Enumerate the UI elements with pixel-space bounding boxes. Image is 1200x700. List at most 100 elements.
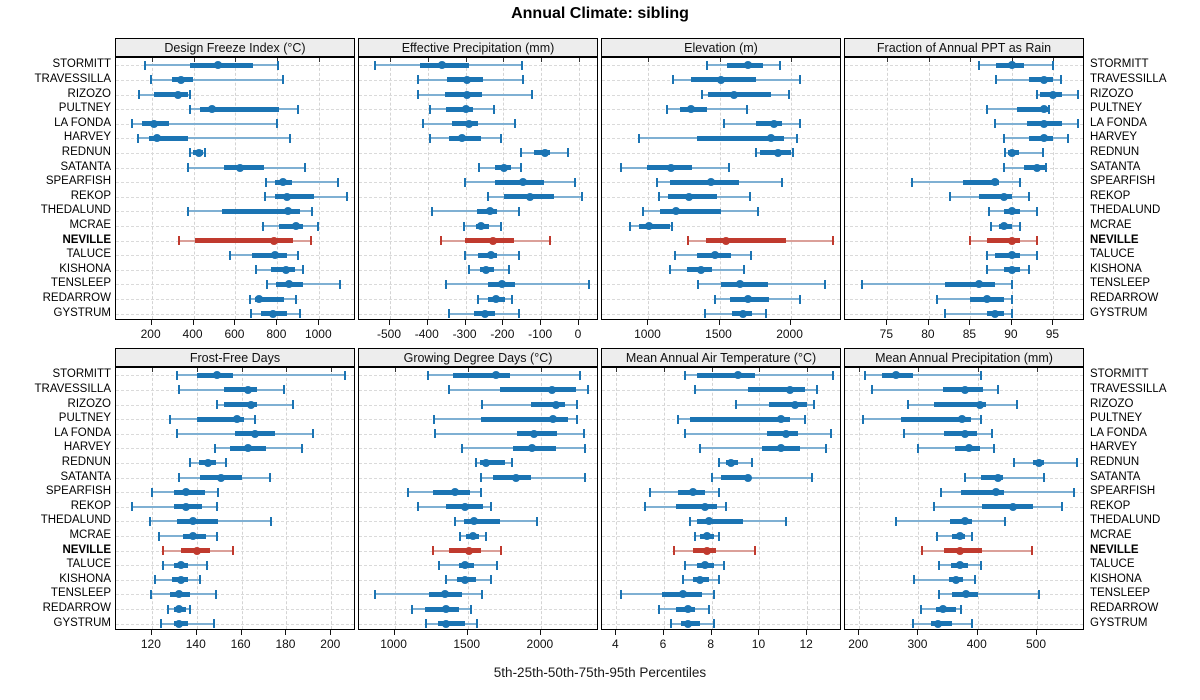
whisker-cap-95th: [1010, 279, 1013, 289]
whisker-cap-95th: [1076, 90, 1079, 100]
axis-tick-top: [331, 368, 333, 372]
whisker-cap-5th: [162, 546, 165, 556]
median-dot: [519, 178, 528, 187]
interquartile-bar: [279, 223, 304, 229]
median-dot: [679, 590, 688, 599]
whisker-cap-5th: [1012, 458, 1015, 468]
median-dot: [722, 236, 731, 245]
axis-tick-label: 2000: [526, 637, 554, 651]
whisker-cap-95th: [549, 236, 552, 246]
v-gridline: [193, 58, 195, 319]
whisker-cap-5th: [417, 502, 420, 512]
whisker-cap-95th: [1010, 294, 1013, 304]
whisker-cap-5th: [215, 400, 218, 410]
whisker-cap-95th: [1076, 119, 1079, 129]
v-gridline: [540, 368, 542, 629]
whisker-cap-95th: [490, 502, 493, 512]
v-gridline: [394, 368, 396, 629]
whisker-cap-95th: [979, 414, 982, 424]
whisker-cap-5th: [920, 604, 923, 614]
median-dot: [991, 488, 1000, 497]
interquartile-bar: [675, 504, 717, 510]
interquartile-bar: [223, 387, 258, 393]
station-label-left: REDNUN: [61, 145, 111, 158]
whisker-cap-95th: [588, 279, 591, 289]
median-dot: [461, 502, 470, 511]
median-dot: [525, 192, 534, 201]
median-dot: [511, 473, 520, 482]
panel-strip: Frost-Free Days: [115, 348, 355, 367]
station-label-left: SPEARFISH: [45, 175, 111, 188]
axis-tick-bottom: [789, 320, 791, 325]
axis-tick-bottom: [234, 320, 236, 325]
axis-tick-label: 2000: [776, 327, 803, 341]
median-dot: [213, 61, 222, 70]
whisker-cap-95th: [339, 279, 342, 289]
whisker-cap-95th: [281, 75, 284, 85]
whisker-cap-95th: [189, 90, 192, 100]
station-label-right: GYSTRUM: [1090, 616, 1148, 629]
h-gridline: [116, 506, 354, 508]
whisker-cap-95th: [1030, 546, 1033, 556]
v-gridline: [918, 368, 920, 629]
whisker-cap-5th: [431, 546, 434, 556]
station-label-right: KISHONA: [1090, 572, 1142, 585]
whisker-cap-95th: [578, 370, 581, 380]
whisker-cap-95th: [511, 294, 514, 304]
whisker-cap-5th: [261, 221, 264, 231]
v-gridline: [1037, 368, 1038, 629]
panel-5: [115, 367, 355, 630]
axis-tick-label: 1500: [705, 327, 732, 341]
whisker-5-95: [938, 593, 1040, 596]
whisker-cap-95th: [788, 90, 791, 100]
h-gridline: [116, 196, 354, 198]
whisker-cap-5th: [175, 429, 178, 439]
median-dot: [961, 517, 970, 526]
median-dot: [974, 280, 983, 289]
station-label-left: REKOP: [70, 189, 111, 202]
station-label-right: HARVEY: [1090, 131, 1138, 144]
axis-tick-top: [918, 368, 920, 372]
whisker-cap-95th: [296, 104, 299, 114]
whisker-cap-5th: [921, 546, 924, 556]
median-dot: [791, 400, 800, 409]
v-gridline: [1053, 58, 1055, 319]
whisker-cap-5th: [986, 250, 988, 260]
station-label-right: MCRAE: [1090, 529, 1132, 542]
axis-tick-bottom: [330, 630, 332, 635]
median-dot: [696, 265, 705, 274]
axis-tick-top: [241, 368, 243, 372]
whisker-cap-5th: [407, 487, 410, 497]
h-gridline: [602, 152, 840, 154]
whisker-cap-5th: [913, 575, 916, 585]
whisker-cap-95th: [309, 236, 312, 246]
median-dot: [962, 590, 971, 599]
station-label-left: NEVILLE: [62, 543, 111, 556]
whisker-cap-5th: [977, 60, 980, 70]
median-dot: [999, 222, 1008, 231]
median-dot: [702, 546, 711, 555]
station-label-right: TRAVESSILLA: [1090, 382, 1167, 395]
whisker-cap-5th: [863, 370, 866, 380]
median-dot: [251, 429, 260, 438]
axis-tick-top: [664, 368, 666, 372]
v-gridline: [196, 368, 198, 629]
median-dot: [1040, 134, 1049, 143]
whisker-cap-95th: [993, 443, 996, 453]
median-dot: [671, 207, 680, 216]
whisker-cap-95th: [1072, 487, 1075, 497]
axis-tick-top: [807, 368, 809, 372]
station-label-left: TALUCE: [66, 248, 111, 261]
whisker-cap-95th: [1059, 75, 1062, 85]
station-label-right: GYSTRUM: [1090, 306, 1148, 319]
median-dot: [530, 429, 539, 438]
whisker-cap-5th: [410, 604, 413, 614]
whisker-cap-95th: [781, 177, 784, 187]
whisker-cap-5th: [948, 192, 951, 202]
interquartile-bar: [148, 135, 188, 141]
median-dot: [189, 532, 198, 541]
whisker-cap-5th: [697, 279, 700, 289]
whisker-cap-5th: [480, 473, 483, 483]
whisker-cap-5th: [266, 279, 269, 289]
whisker-cap-5th: [188, 148, 191, 158]
